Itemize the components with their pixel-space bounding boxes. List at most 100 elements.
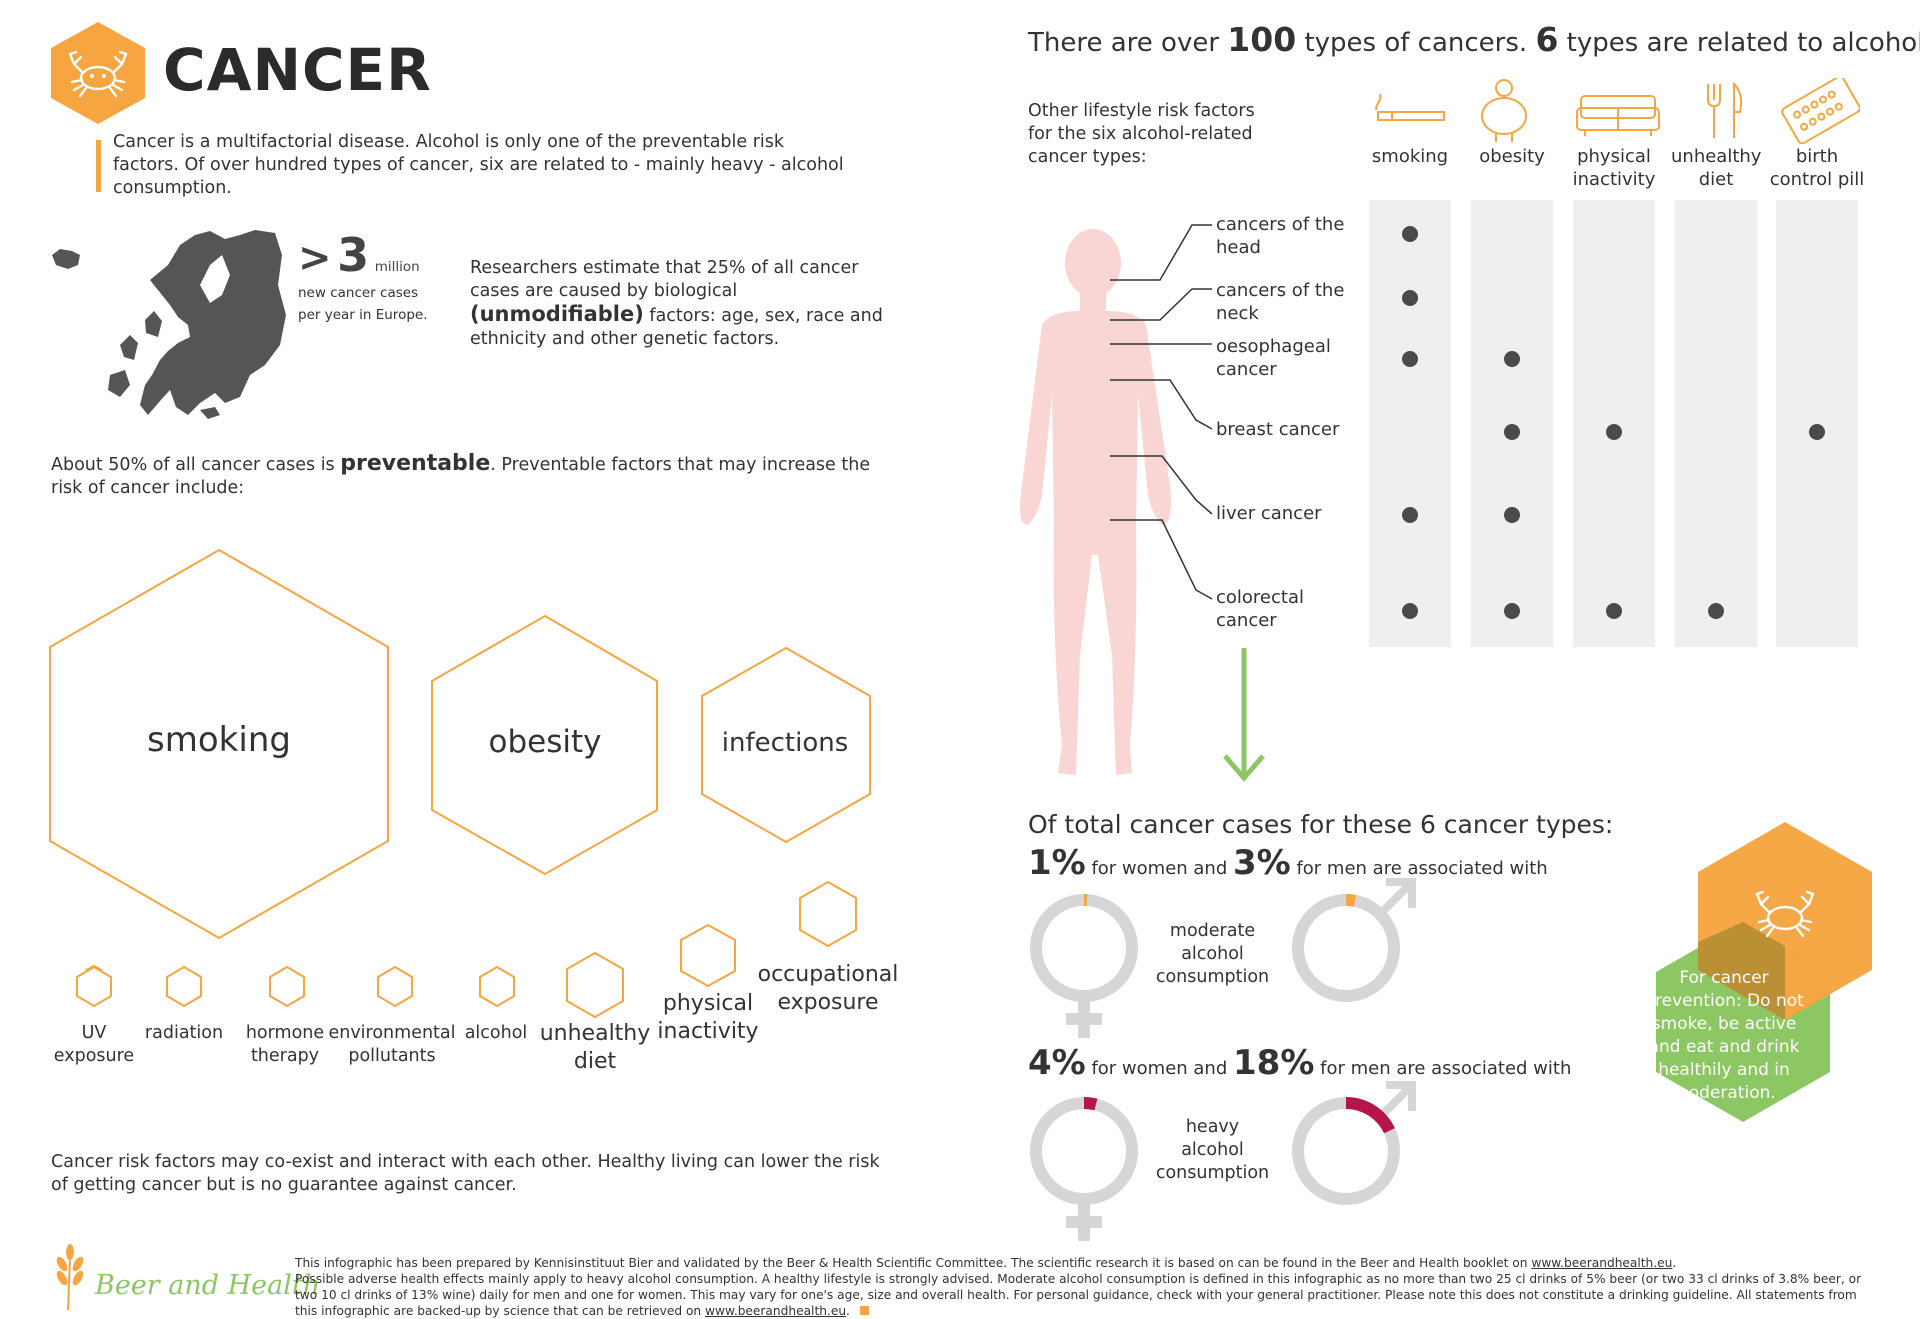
europe-stat: > 3 million — [298, 228, 420, 282]
risk-dot — [1402, 351, 1418, 367]
human-body — [1020, 229, 1171, 775]
risk-dot — [1402, 603, 1418, 619]
hex-uv-exposure — [76, 965, 112, 1008]
factor-environmental-pollutants: environmental pollutants — [328, 1023, 456, 1066]
footer-p1: This infographic has been prepared by Ke… — [295, 1256, 1532, 1270]
footer-p2-end: . — [846, 1304, 850, 1318]
risk-dot — [1402, 226, 1418, 242]
col-physical-inactivity — [1573, 200, 1655, 647]
preventable-bold: preventable — [340, 451, 491, 476]
hex-radiation — [166, 965, 202, 1008]
types-headline: There are over 100 types of cancers. 6 t… — [1028, 20, 1920, 59]
footer-text: This infographic has been prepared by Ke… — [295, 1255, 1875, 1319]
cancer-type-breast: breast cancer — [1216, 419, 1340, 440]
rf-label-physical-inactivity: physical inactivity — [1572, 146, 1656, 190]
female-ring-moderate — [1030, 894, 1138, 1038]
leader-lines — [1110, 224, 1213, 600]
risk-dot — [1402, 290, 1418, 306]
cancer-type-head: cancers of the head — [1216, 214, 1345, 258]
preventable-after: . Preventable factors that may increase … — [51, 455, 871, 498]
heavy-for-men: for men are associated with — [1314, 1058, 1572, 1079]
risk-dot — [1606, 603, 1622, 619]
coexist-text: Cancer risk factors may co-exist and int… — [51, 1152, 880, 1195]
types-headline-n2: 6 — [1535, 20, 1559, 59]
female-heavy-arc — [1030, 1097, 1138, 1205]
types-headline-a: There are over — [1028, 28, 1228, 58]
sofa-icon — [1576, 95, 1660, 136]
rf-label-obesity: obesity — [1479, 146, 1545, 167]
orange-square-icon — [859, 1306, 869, 1315]
fork-knife-icon — [1707, 81, 1743, 138]
risk-dot — [1504, 603, 1520, 619]
female-ring-heavy — [1030, 1097, 1138, 1241]
col-birth-control-pill — [1776, 200, 1858, 647]
hex-infections — [701, 646, 871, 844]
obese-person-icon — [1481, 79, 1527, 142]
europe-unit: million — [374, 259, 420, 275]
factor-hormone-therapy: hormone therapy — [245, 1023, 325, 1066]
cigarette-icon — [1375, 93, 1445, 121]
prevention-hexes — [1656, 822, 1872, 1122]
intro-text: Cancer is a multifactorial disease. Alco… — [113, 132, 844, 198]
cancer-type-neck: cancers of the neck — [1216, 280, 1345, 324]
female-moderate-arc — [1030, 894, 1138, 1002]
researchers-before: Researchers estimate that 25% of all can… — [470, 258, 859, 301]
small-hexes — [76, 880, 857, 1019]
moderate-for-women: for women and — [1085, 858, 1233, 879]
hex-obesity — [431, 614, 658, 876]
footer-link-1[interactable]: www.beerandhealth.eu — [1531, 1256, 1673, 1270]
heavy-pct-row: 4% for women and 18% for men are associa… — [1028, 1043, 1571, 1083]
preventable-text: About 50% of all cancer cases is prevent… — [51, 452, 901, 500]
footer-p2: Possible adverse health effects mainly a… — [295, 1272, 1862, 1318]
factor-unhealthy-diet: unhealthy diet — [539, 1021, 651, 1074]
hex-hormone-therapy — [269, 965, 305, 1008]
footer-p1-end: . — [1672, 1256, 1677, 1270]
rf-label-unhealthy-diet: unhealthy diet — [1671, 146, 1762, 190]
hex-label-infections: infections — [721, 728, 849, 758]
intro-accent-bar — [96, 140, 101, 192]
male-heavy-arc — [1292, 1097, 1400, 1205]
rf-label-birth-control-pill: birth control pill — [1769, 146, 1865, 190]
male-ring-moderate — [1292, 878, 1416, 1002]
heavy-women-pct: 4% — [1028, 1043, 1086, 1083]
hex-label-smoking: smoking — [147, 720, 291, 760]
male-ring-heavy — [1292, 1081, 1416, 1205]
europe-caption-line2: new cancer cases — [298, 285, 419, 301]
heavy-label: heavy alcohol consumption — [1155, 1117, 1270, 1183]
types-headline-n1: 100 — [1227, 20, 1297, 59]
prevention-text: For cancer prevention: Do not smoke, be … — [1644, 968, 1804, 1103]
researchers-bold: (unmodifiable) — [470, 302, 644, 326]
moderate-men-pct: 3% — [1233, 843, 1291, 883]
moderate-pct-row: 1% for women and 3% for men are associat… — [1028, 843, 1548, 883]
risk-dot — [1606, 424, 1622, 440]
crab-hex-logo — [51, 22, 145, 124]
cancer-type-liver: liver cancer — [1216, 503, 1322, 524]
hex-smoking — [49, 548, 389, 940]
risk-factor-hexes — [49, 548, 871, 970]
risk-dot — [1504, 424, 1520, 440]
types-headline-b: types of cancers. — [1296, 28, 1536, 58]
footer-link-2[interactable]: www.beerandhealth.eu — [705, 1304, 847, 1318]
factor-physical-inactivity: physical inactivity — [657, 991, 759, 1044]
cancer-type-oesophageal: oesophageal cancer — [1216, 336, 1331, 380]
down-arrow-icon — [1223, 648, 1265, 782]
hex-label-obesity: obesity — [488, 724, 602, 760]
hex-occupational-exposure — [799, 880, 857, 948]
europe-number: 3 — [337, 228, 370, 282]
risk-dot — [1504, 507, 1520, 523]
moderate-women-pct: 1% — [1028, 843, 1086, 883]
researchers-after: factors: age, sex, race and ethnicity an… — [470, 306, 883, 349]
europe-map — [52, 230, 286, 419]
factor-occupational-exposure: occupational exposure — [757, 962, 899, 1015]
col-smoking — [1369, 200, 1451, 647]
hex-unhealthy-diet — [566, 951, 624, 1019]
pill-pack-icon — [1781, 78, 1860, 144]
europe-caption: new cancer cases per year in Europe. — [298, 282, 428, 326]
factor-alcohol: alcohol — [464, 1023, 528, 1043]
lifestyle-intro: Other lifestyle risk factors for the six… — [1028, 101, 1255, 167]
moderate-for-men: for men are associated with — [1290, 858, 1548, 879]
col-unhealthy-diet — [1675, 200, 1757, 647]
preventable-before: About 50% of all cancer cases is — [51, 455, 341, 475]
researchers-text: Researchers estimate that 25% of all can… — [470, 257, 910, 351]
brand-name: Beer and Health — [95, 1270, 321, 1301]
